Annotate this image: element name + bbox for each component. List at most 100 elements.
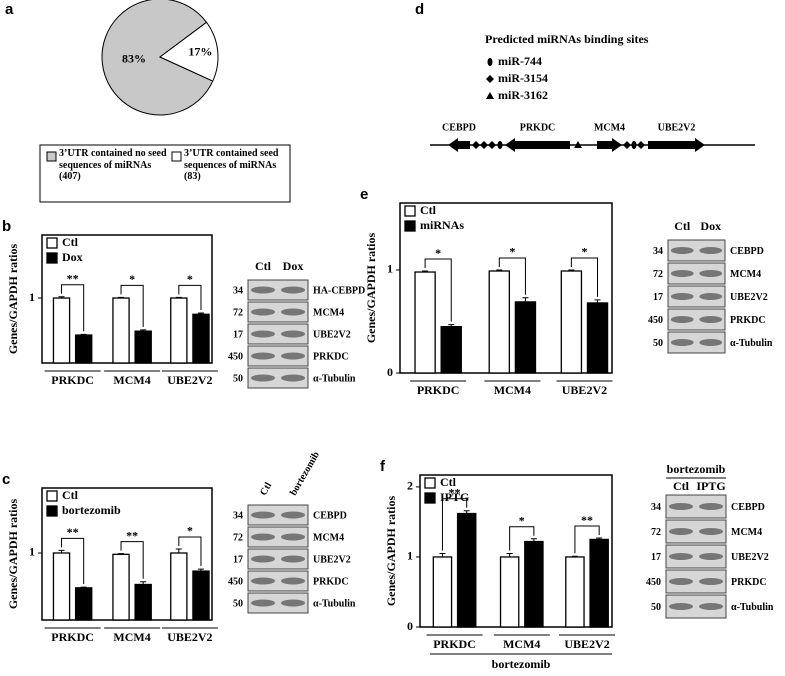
- error-bar: [197, 312, 204, 315]
- blot-column: Ctl: [255, 259, 272, 273]
- significance-stars: **: [449, 485, 461, 499]
- molecular-weight: 72: [651, 527, 661, 538]
- blot-band: [670, 247, 694, 254]
- blot-band: [669, 503, 693, 510]
- diagram-legend-label: miR-3162: [498, 88, 548, 102]
- pie-slice: [101, 0, 214, 116]
- blot-strip: [667, 331, 726, 354]
- blot-strip: [247, 504, 309, 526]
- x-axis-label: bortezomib: [492, 657, 551, 671]
- blot-band: [251, 374, 275, 382]
- x-tick-label: PRKDC: [417, 383, 460, 397]
- error-bar: [140, 581, 147, 585]
- error-bar: [496, 269, 503, 271]
- blot-label: PRKDC: [313, 351, 349, 362]
- blot-label: UBE2V2: [313, 329, 351, 340]
- panel-letter: d: [415, 1, 424, 18]
- x-tick-label: MCM4: [494, 383, 531, 397]
- blot-band: [670, 293, 694, 300]
- molecular-weight: 50: [233, 373, 243, 384]
- error-bar: [463, 510, 470, 514]
- blot-label: α-Tubulin: [730, 338, 773, 349]
- blot-column: Ctl: [674, 219, 691, 233]
- legend-label: 3’UTR contained no seed sequences of miR…: [59, 148, 167, 182]
- site-triangle: [486, 92, 494, 99]
- blot-band: [669, 578, 693, 585]
- x-tick-label: UBE2V2: [564, 637, 609, 651]
- molecular-weight: 450: [228, 351, 243, 362]
- blot-band: [281, 511, 305, 519]
- significance-bracket: [509, 526, 535, 551]
- blot-band: [281, 577, 305, 585]
- blot-strip: [665, 494, 727, 519]
- y-tick-label: 1: [29, 290, 35, 304]
- y-axis-label: Genes/GAPDH ratios: [6, 244, 20, 355]
- blot-strip: [247, 301, 309, 323]
- x-tick-label: MCM4: [113, 630, 150, 644]
- blot-column: Ctl: [258, 480, 274, 497]
- legend-swatch: [171, 151, 182, 162]
- error-bar: [594, 299, 601, 303]
- molecular-weight: 34: [233, 510, 243, 521]
- legend-swatch: [424, 492, 436, 504]
- molecular-weight: 450: [646, 577, 661, 588]
- blot-label: α-Tubulin: [313, 598, 356, 609]
- legend-text-box: 3’UTR contained seed sequences of miRNAs…: [184, 148, 279, 182]
- diagram-legend-label: miR-3154: [498, 71, 548, 85]
- significance-bracket: [424, 258, 452, 322]
- blot-band: [251, 286, 275, 294]
- legend-label: 3’UTR contained seed sequences of miRNAs…: [184, 148, 279, 182]
- significance-bracket: [498, 257, 526, 295]
- molecular-weight: 17: [233, 329, 243, 340]
- blot-label: MCM4: [313, 307, 344, 318]
- blot-band: [281, 555, 305, 563]
- significance-stars: **: [67, 271, 79, 285]
- gene-arrow: [597, 138, 622, 152]
- significance-stars: *: [435, 246, 441, 260]
- molecular-weight: 34: [651, 502, 661, 513]
- bar: [488, 270, 511, 374]
- site-diamond: [637, 141, 645, 149]
- significance-stars: *: [509, 245, 515, 259]
- error-bar: [175, 548, 182, 553]
- blot-label: α-Tubulin: [731, 602, 774, 613]
- x-tick-label: MCM4: [113, 373, 150, 387]
- blot-strip: [247, 367, 309, 389]
- bar: [134, 583, 152, 621]
- site-diamond: [486, 75, 494, 83]
- blot-label: PRKDC: [730, 315, 766, 326]
- blot-column: bortezomib: [288, 449, 322, 497]
- error-bar: [530, 538, 537, 542]
- significance-stars: **: [67, 525, 79, 539]
- blot-label: PRKDC: [313, 576, 349, 587]
- error-bar: [506, 552, 513, 557]
- panel-letter: c: [2, 471, 10, 488]
- blot-strip: [247, 279, 309, 301]
- legend-swatch: [46, 151, 57, 162]
- diagram-title: Predicted miRNAs binding sites: [485, 32, 649, 46]
- pie-slice: [159, 21, 219, 82]
- legend-label: Ctl: [440, 475, 457, 489]
- error-bar: [80, 586, 87, 588]
- blot-band: [251, 577, 275, 585]
- panel-letter: f: [380, 458, 386, 475]
- panel-letter: e: [360, 186, 368, 203]
- panel-letter: b: [2, 218, 11, 235]
- molecular-weight: 17: [651, 552, 661, 563]
- significance-bracket: [570, 257, 599, 297]
- blot-band: [699, 270, 723, 277]
- blot-band: [699, 503, 723, 510]
- molecular-weight: 50: [653, 338, 663, 349]
- legend-swatch: [404, 220, 416, 232]
- x-tick-label: UBE2V2: [167, 373, 212, 387]
- blot-band: [670, 316, 694, 323]
- x-tick-label: PRKDC: [51, 373, 94, 387]
- blot-band: [281, 352, 305, 360]
- panel-letter: a: [5, 1, 14, 18]
- molecular-weight: 450: [228, 576, 243, 587]
- significance-bracket: [61, 537, 85, 585]
- bar: [134, 330, 152, 364]
- gene-label: CEBPD: [442, 122, 476, 133]
- blot-strip: [247, 548, 309, 570]
